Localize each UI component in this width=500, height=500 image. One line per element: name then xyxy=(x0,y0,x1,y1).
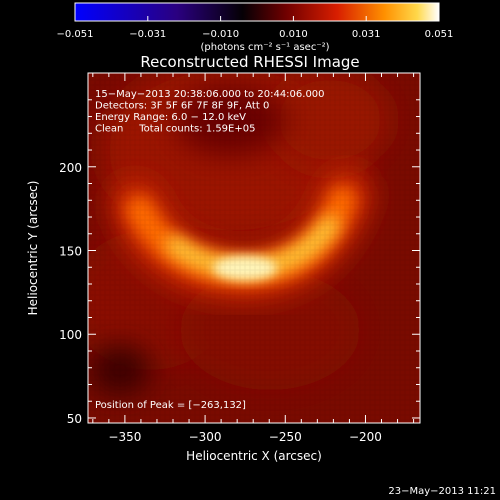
peak-position-label: Position of Peak = [−263,132] xyxy=(95,400,246,411)
annotation-line: 15−May−2013 20:38:06.000 to 20:44:06.000 xyxy=(95,89,325,100)
y-tick-label: 150 xyxy=(59,245,82,259)
colorbar-tick-label: −0.051 xyxy=(56,29,93,40)
x-axis-ticks xyxy=(92,73,415,423)
y-tick-label: 50 xyxy=(67,412,82,426)
x-axis-tick-labels: −350 −300 −250 −200 xyxy=(108,430,382,444)
colorbar-tick-label: −0.010 xyxy=(202,29,239,40)
chart-title: Reconstructed RHESSI Image xyxy=(140,53,359,71)
y-tick-label: 100 xyxy=(59,328,82,342)
annotation-block: 15−May−2013 20:38:06.000 to 20:44:06.000… xyxy=(95,89,325,135)
y-tick-label: 200 xyxy=(59,161,82,175)
colorbar-tick-labels: −0.051 −0.031 −0.010 0.010 0.031 0.051 xyxy=(56,29,453,40)
y-axis-tick-labels: 50 100 150 200 xyxy=(59,161,82,426)
colorbar-tick-label: 0.051 xyxy=(425,29,454,40)
footer-date: 23−May−2013 11:21 xyxy=(388,486,496,497)
colorbar-tick-label: −0.031 xyxy=(129,29,166,40)
colorbar-ticks xyxy=(74,16,440,21)
x-axis-label: Heliocentric X (arcsec) xyxy=(186,449,322,463)
x-tick-label: −200 xyxy=(349,430,382,444)
plot-frame xyxy=(87,72,421,424)
annotation-line: Clean Total counts: 1.59E+05 xyxy=(95,124,255,135)
x-tick-label: −350 xyxy=(108,430,141,444)
annotation-line: Energy Range: 6.0 − 12.0 keV xyxy=(95,112,246,123)
y-axis-label: Heliocentric Y (arcsec) xyxy=(26,181,40,316)
colorbar-tick-label: 0.010 xyxy=(279,29,308,40)
y-axis-ticks xyxy=(88,99,420,419)
colorbar-tick-label: 0.031 xyxy=(352,29,381,40)
x-tick-label: −300 xyxy=(189,430,222,444)
colorbar xyxy=(74,2,440,22)
colorbar-unit-label: (photons cm⁻² s⁻¹ asec⁻²) xyxy=(200,42,329,53)
heatmap-image xyxy=(88,73,420,423)
x-tick-label: −250 xyxy=(269,430,302,444)
annotation-line: Detectors: 3F 5F 6F 7F 8F 9F, Att 0 xyxy=(95,101,269,112)
